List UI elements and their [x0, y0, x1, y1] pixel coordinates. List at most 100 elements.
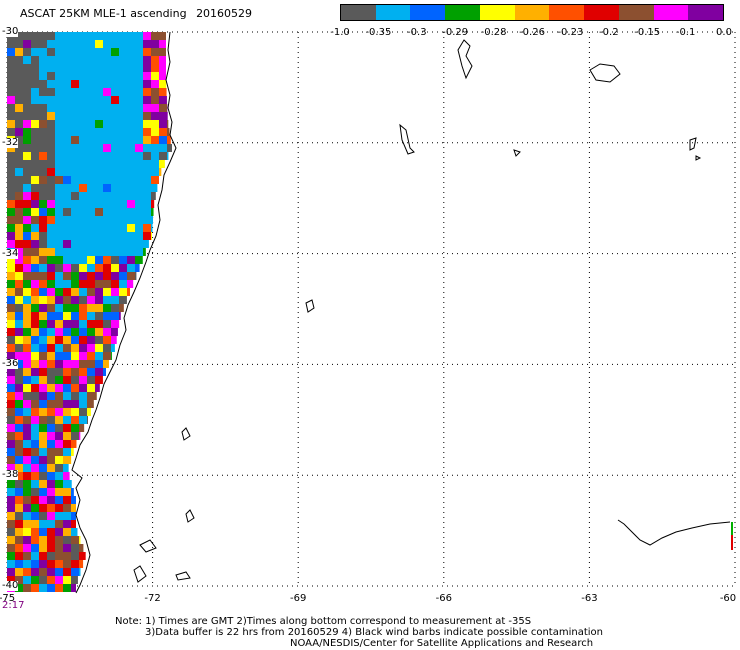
data-pixel [31, 120, 39, 128]
data-pixel [47, 536, 55, 544]
data-pixel [151, 120, 159, 128]
data-pixel [135, 120, 143, 128]
data-pixel [15, 64, 23, 72]
data-pixel [95, 128, 103, 136]
data-pixel [15, 416, 23, 424]
data-pixel [127, 136, 135, 144]
data-pixel [159, 144, 167, 152]
data-pixel [7, 144, 15, 152]
data-pixel [15, 448, 23, 456]
data-pixel [7, 272, 15, 280]
data-pixel [79, 88, 87, 96]
data-pixel [79, 56, 87, 64]
data-pixel [119, 48, 127, 56]
data-pixel [31, 520, 39, 528]
data-pixel [7, 168, 15, 176]
data-pixel [143, 32, 151, 40]
data-pixel [71, 536, 79, 544]
data-pixel [55, 80, 63, 88]
data-pixel [15, 216, 23, 224]
data-pixel [63, 536, 71, 544]
data-pixel [95, 336, 103, 344]
data-pixel [23, 496, 31, 504]
data-pixel [63, 128, 71, 136]
data-pixel [111, 56, 119, 64]
data-pixel [119, 232, 127, 240]
data-pixel [55, 360, 63, 368]
data-pixel [87, 224, 95, 232]
data-pixel [119, 264, 127, 272]
data-pixel [79, 432, 81, 440]
data-pixel [23, 272, 31, 280]
island-3 [139, 539, 157, 553]
data-pixel [47, 328, 55, 336]
data-pixel [31, 280, 39, 288]
data-pixel [15, 488, 23, 496]
data-pixel [63, 280, 71, 288]
data-pixel [39, 568, 47, 576]
data-pixel [39, 192, 47, 200]
data-pixel [87, 128, 95, 136]
data-pixel [63, 144, 71, 152]
data-pixel [87, 288, 95, 296]
data-pixel [39, 248, 47, 256]
data-pixel [79, 240, 87, 248]
data-pixel [23, 288, 31, 296]
data-pixel [103, 136, 111, 144]
longitude-label: -60 [719, 593, 737, 604]
data-pixel [31, 496, 39, 504]
data-pixel [63, 104, 71, 112]
data-pixel [55, 376, 63, 384]
data-pixel [79, 48, 87, 56]
data-pixel [159, 64, 166, 72]
data-pixel [111, 40, 119, 48]
data-pixel [159, 56, 166, 64]
data-pixel [63, 320, 71, 328]
data-pixel [47, 176, 55, 184]
data-pixel [119, 56, 127, 64]
data-pixel [31, 224, 39, 232]
data-pixel [79, 264, 87, 272]
data-pixel [47, 72, 55, 80]
data-pixel [55, 312, 63, 320]
data-pixel [63, 216, 71, 224]
data-pixel [71, 504, 76, 512]
data-pixel [23, 248, 31, 256]
data-pixel [79, 320, 87, 328]
data-pixel [15, 176, 23, 184]
data-pixel [39, 256, 47, 264]
data-pixel [15, 112, 23, 120]
data-pixel [103, 176, 111, 184]
data-pixel [39, 200, 47, 208]
data-pixel [55, 464, 63, 472]
data-pixel [39, 160, 47, 168]
data-pixel [7, 392, 15, 400]
data-pixel [7, 408, 15, 416]
data-pixel [63, 40, 71, 48]
data-pixel [71, 512, 76, 520]
data-pixel [31, 104, 39, 112]
data-pixel [111, 320, 119, 328]
data-pixel [23, 544, 31, 552]
data-pixel [55, 488, 63, 496]
data-pixel [55, 136, 63, 144]
data-pixel [71, 360, 79, 368]
data-pixel [7, 80, 15, 88]
data-pixel [23, 72, 31, 80]
data-pixel [55, 40, 63, 48]
data-pixel [71, 576, 78, 584]
data-pixel [143, 104, 151, 112]
data-pixel [63, 192, 71, 200]
data-pixel [95, 80, 103, 88]
data-pixel [15, 408, 23, 416]
data-pixel [15, 464, 23, 472]
data-pixel [87, 248, 95, 256]
data-pixel [31, 528, 39, 536]
data-pixel [7, 296, 15, 304]
data-pixel [71, 440, 77, 448]
data-pixel [151, 144, 159, 152]
color-scale-label: -0.1 [675, 27, 696, 38]
data-pixel [103, 288, 111, 296]
data-pixel [55, 288, 63, 296]
data-pixel [7, 304, 15, 312]
